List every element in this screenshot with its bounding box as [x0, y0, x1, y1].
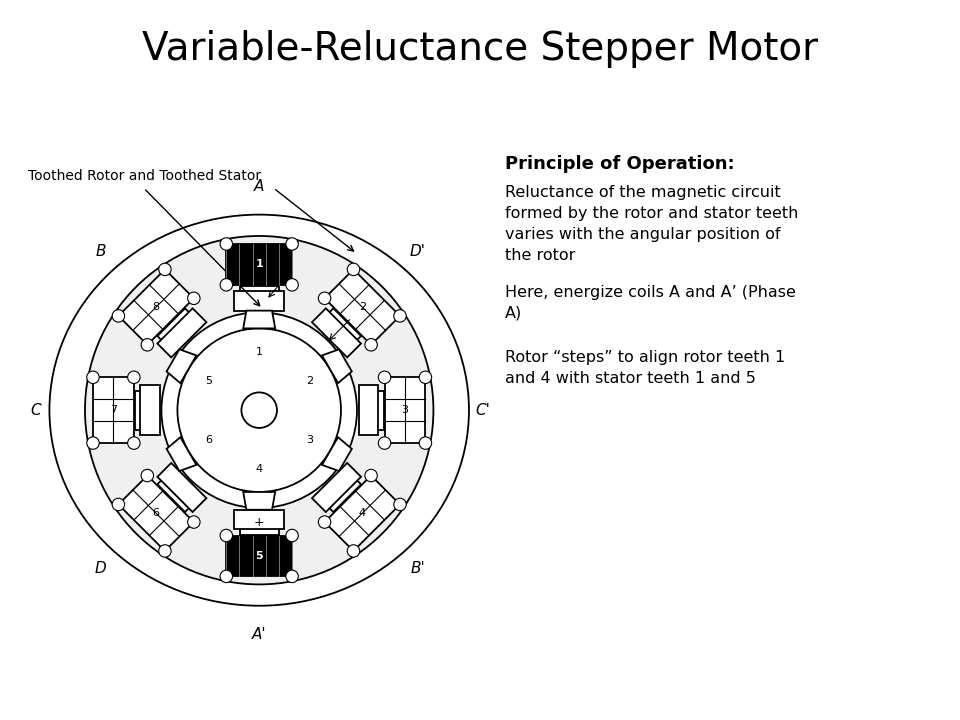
- Circle shape: [378, 437, 391, 449]
- Polygon shape: [312, 463, 361, 512]
- Text: 6: 6: [204, 434, 212, 444]
- Circle shape: [286, 529, 299, 541]
- Circle shape: [220, 238, 232, 250]
- Circle shape: [286, 279, 299, 291]
- Circle shape: [161, 312, 357, 508]
- Polygon shape: [312, 308, 361, 357]
- Circle shape: [365, 469, 377, 482]
- Circle shape: [128, 437, 140, 449]
- Text: +: +: [253, 516, 265, 528]
- Text: Principle of Operation:: Principle of Operation:: [505, 155, 734, 173]
- Polygon shape: [118, 475, 194, 551]
- Circle shape: [86, 371, 99, 384]
- Polygon shape: [167, 349, 197, 383]
- Circle shape: [158, 264, 171, 276]
- Circle shape: [394, 498, 406, 510]
- Circle shape: [365, 338, 377, 351]
- Text: C: C: [30, 402, 40, 418]
- Text: D': D': [410, 244, 425, 259]
- Circle shape: [187, 292, 200, 305]
- Circle shape: [420, 437, 432, 449]
- Polygon shape: [243, 492, 276, 510]
- Text: 5: 5: [255, 551, 263, 561]
- Polygon shape: [234, 291, 284, 310]
- Polygon shape: [361, 391, 384, 430]
- Polygon shape: [322, 437, 351, 471]
- Text: 1: 1: [255, 259, 263, 269]
- Polygon shape: [317, 468, 361, 512]
- Polygon shape: [118, 269, 194, 345]
- Polygon shape: [134, 391, 157, 430]
- Text: 8: 8: [153, 302, 159, 312]
- Text: 1: 1: [255, 346, 263, 356]
- Polygon shape: [324, 475, 400, 551]
- Circle shape: [348, 264, 360, 276]
- Text: Toothed Rotor and Toothed Stator: Toothed Rotor and Toothed Stator: [28, 168, 261, 182]
- Polygon shape: [240, 286, 278, 309]
- Circle shape: [128, 371, 140, 384]
- Circle shape: [394, 310, 406, 322]
- Circle shape: [286, 238, 299, 250]
- Text: 2: 2: [306, 376, 314, 386]
- Circle shape: [420, 371, 432, 384]
- Polygon shape: [317, 308, 361, 352]
- Polygon shape: [359, 385, 378, 435]
- Polygon shape: [227, 536, 292, 577]
- Circle shape: [319, 516, 331, 528]
- Circle shape: [141, 338, 154, 351]
- Text: Rotor “steps” to align rotor teeth 1
and 4 with stator teeth 1 and 5: Rotor “steps” to align rotor teeth 1 and…: [505, 350, 785, 386]
- Circle shape: [112, 498, 125, 510]
- Circle shape: [85, 236, 433, 585]
- Circle shape: [319, 292, 331, 305]
- Circle shape: [158, 545, 171, 557]
- Polygon shape: [385, 377, 425, 443]
- Text: 4: 4: [359, 508, 366, 518]
- Text: Reluctance of the magnetic circuit
formed by the rotor and stator teeth
varies w: Reluctance of the magnetic circuit forme…: [505, 185, 799, 263]
- Polygon shape: [157, 468, 202, 512]
- Text: 2: 2: [359, 302, 366, 312]
- Circle shape: [220, 570, 232, 582]
- Text: A': A': [252, 626, 267, 642]
- Circle shape: [187, 516, 200, 528]
- Text: 3: 3: [401, 405, 408, 415]
- Text: 6: 6: [153, 508, 159, 518]
- Polygon shape: [234, 510, 284, 529]
- Polygon shape: [322, 349, 351, 383]
- Text: 5: 5: [204, 376, 212, 386]
- Polygon shape: [93, 377, 133, 443]
- Circle shape: [241, 392, 277, 428]
- Polygon shape: [157, 308, 202, 352]
- Circle shape: [86, 437, 99, 449]
- Circle shape: [286, 570, 299, 582]
- Polygon shape: [157, 308, 206, 357]
- Text: B: B: [96, 244, 106, 259]
- Polygon shape: [167, 437, 197, 471]
- Text: Here, energize coils A and A’ (Phase
A): Here, energize coils A and A’ (Phase A): [505, 285, 796, 321]
- Circle shape: [378, 371, 391, 384]
- Polygon shape: [324, 269, 400, 345]
- Polygon shape: [240, 511, 278, 535]
- Text: C': C': [476, 402, 491, 418]
- Text: A: A: [254, 179, 264, 194]
- Circle shape: [220, 529, 232, 541]
- Text: 3: 3: [306, 434, 314, 444]
- Text: D: D: [95, 561, 107, 576]
- Circle shape: [220, 279, 232, 291]
- Polygon shape: [157, 463, 206, 512]
- Circle shape: [112, 310, 125, 322]
- Polygon shape: [227, 244, 292, 285]
- Text: 4: 4: [255, 464, 263, 474]
- Text: Variable-Reluctance Stepper Motor: Variable-Reluctance Stepper Motor: [142, 30, 818, 68]
- Circle shape: [348, 545, 360, 557]
- Polygon shape: [243, 310, 276, 328]
- Circle shape: [141, 469, 154, 482]
- Circle shape: [178, 328, 341, 492]
- Text: B': B': [410, 561, 425, 576]
- Polygon shape: [140, 385, 159, 435]
- Text: 7: 7: [109, 405, 117, 415]
